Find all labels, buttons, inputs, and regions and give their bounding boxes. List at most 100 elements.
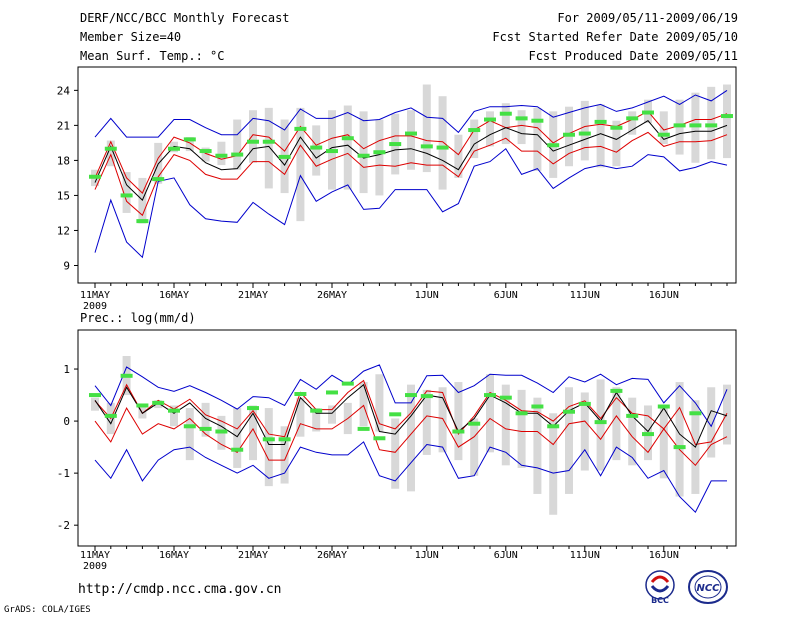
ncc-logo: NCC (688, 570, 728, 604)
temp-observed-mark (673, 123, 686, 128)
prec-observed-mark (278, 437, 291, 442)
temp-y-tick-label: 21 (57, 119, 70, 132)
prec-spread-bar (675, 382, 684, 497)
forecast-period: For 2009/05/11-2009/06/19 (557, 11, 738, 25)
member-size-label: Member Size=40 (80, 30, 182, 44)
prec-observed-mark (357, 426, 370, 431)
prec-spread-bar (264, 408, 273, 487)
temp-observed-mark (515, 116, 528, 121)
temp-observed-mark (136, 219, 149, 224)
prec-spread-bar (470, 418, 479, 476)
prec-spread-bar (454, 382, 463, 461)
temp-spread-bar (217, 141, 226, 166)
temp-spread-bar (454, 134, 463, 178)
temp-observed-mark (547, 143, 560, 148)
prec-observed-mark (578, 401, 591, 406)
prec-spread-bar (233, 408, 242, 468)
prec-observed-mark (341, 381, 354, 386)
temp-spread-bar (296, 107, 305, 222)
forecast-start-date: Fcst Started Refer Date 2009/05/10 (492, 30, 738, 44)
temp-observed-mark (626, 116, 639, 121)
temp-spread-bar (375, 119, 384, 196)
temp-observed-mark (104, 146, 117, 151)
prec-observed-mark (642, 432, 654, 437)
temp-observed-mark (199, 149, 212, 154)
prec-observed-mark (657, 404, 670, 409)
temp-observed-mark (657, 132, 670, 137)
prec-spread-bar (707, 387, 716, 458)
temp-observed-mark (420, 144, 433, 149)
temp-x-tick-label: 11JUN (570, 290, 600, 301)
prec-spread-bar (517, 389, 526, 468)
prec-observed-mark (452, 429, 465, 434)
temp-observed-mark (373, 150, 386, 155)
prec-spread-bar (486, 374, 494, 453)
prec-observed-mark (89, 393, 101, 398)
temp-x-tick-label: 6JUN (494, 290, 518, 301)
prec-observed-mark (389, 412, 402, 417)
prec-observed-mark (136, 403, 149, 408)
prec-observed-mark (152, 400, 165, 405)
temp-observed-mark (89, 174, 101, 179)
temp-spread-bar (612, 120, 621, 167)
temp-observed-mark (152, 177, 165, 182)
temp-spread-bar (659, 111, 668, 145)
prec-year-label: 2009 (83, 561, 107, 572)
prec-spread-bar (312, 408, 321, 432)
prec-observed-mark (405, 393, 417, 398)
temp-observed-mark (689, 123, 702, 128)
temp-y-tick-label: 24 (57, 84, 71, 97)
prec-observed-mark (183, 424, 196, 429)
prec-observed-mark (673, 445, 686, 450)
prec-spread-bar (422, 389, 431, 455)
temp-observed-mark (499, 111, 512, 116)
prec-observed-mark (531, 404, 544, 409)
temp-observed-mark (168, 146, 180, 151)
prec-observed-mark (420, 394, 433, 399)
temp-spread-bar (264, 107, 273, 189)
temp-x-tick-label: 11MAY (80, 290, 110, 301)
temp-observed-mark (357, 153, 370, 158)
temp-spread-bar (185, 137, 194, 152)
temp-spread-bar (359, 111, 368, 194)
temp-observed-mark (642, 110, 654, 115)
temp-spread-bar (422, 84, 431, 173)
prec-x-tick-label: 16JUN (649, 550, 679, 561)
prec-observed-mark (215, 429, 228, 434)
prec-spread-bar (580, 392, 589, 471)
prec-mean-line (94, 383, 728, 448)
prec-spread-bar (549, 413, 558, 515)
prec-spread-bar (723, 384, 731, 445)
temp-spread-bar (628, 111, 637, 135)
footer-url[interactable]: http://cmdp.ncc.cma.gov.cn (78, 582, 282, 597)
temp-spread-bar (201, 147, 210, 162)
prec-spread-bar (391, 418, 400, 489)
temp-observed-mark (120, 193, 133, 198)
forecast-produced-date: Fcst Produced Date 2009/05/11 (528, 49, 738, 63)
temp-spread-bar (707, 86, 716, 160)
variable-label: Mean Surf. Temp.: °C (80, 49, 225, 63)
temp-spread-bar (723, 84, 731, 159)
temp-observed-mark (594, 119, 607, 124)
temp-observed-mark (563, 132, 575, 137)
prec-observed-mark (484, 393, 496, 398)
temp-observed-mark (278, 154, 291, 159)
temp-spread-bar (501, 103, 510, 145)
prec-observed-mark (168, 408, 180, 413)
prec-spread-bar (596, 379, 605, 471)
prec-x-tick-label: 1JUN (415, 550, 439, 561)
prec-x-tick-label: 26MAY (317, 550, 347, 561)
temp-spread-bar (533, 107, 542, 171)
prec-spread-bar (375, 374, 384, 432)
temp-spread-bar (122, 172, 131, 213)
prec-observed-mark (547, 424, 560, 429)
temp-spread-bar (517, 110, 526, 145)
prec-spread-bar (296, 397, 305, 437)
temp-y-tick-label: 9 (63, 259, 70, 272)
prec-min-line (94, 441, 727, 514)
temp-spread-bar (407, 110, 415, 170)
grads-credit: GrADS: COLA/IGES (4, 605, 91, 615)
prec-spread-bar (359, 382, 368, 427)
prec-observed-mark (515, 411, 528, 416)
